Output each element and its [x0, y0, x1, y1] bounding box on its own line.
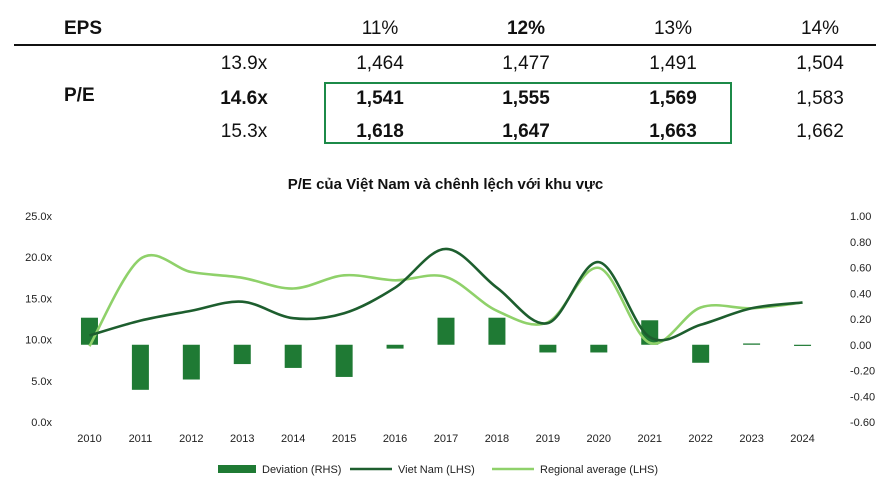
- deviation-bar: [794, 344, 812, 346]
- y-left-tick-label: 0.0x: [31, 417, 52, 429]
- table-cell: 1,491: [649, 53, 697, 74]
- x-tick-label: 2015: [332, 433, 356, 445]
- x-tick-label: 2018: [485, 433, 509, 445]
- legend-swatch-deviation: [218, 465, 256, 473]
- y-right-tick-label: 0.20: [850, 314, 871, 326]
- x-tick-label: 2012: [179, 433, 203, 445]
- deviation-bar: [284, 344, 302, 368]
- pe-label: P/E: [64, 85, 95, 106]
- growth-header: 12%: [506, 18, 546, 39]
- x-tick-label: 2022: [688, 433, 712, 445]
- y-right-tick-label: 0.00: [850, 340, 871, 352]
- table-cell: 1,662: [796, 121, 844, 142]
- x-tick-label: 2016: [383, 433, 407, 445]
- table-cell: 1,569: [649, 88, 697, 109]
- deviation-bar: [386, 344, 404, 349]
- table-cell: 1,464: [356, 53, 404, 74]
- legend-label-regional: Regional average (LHS): [540, 464, 658, 476]
- y-right-tick-label: -0.40: [850, 391, 875, 403]
- header-divider: [14, 44, 876, 46]
- x-tick-label: 2021: [637, 433, 661, 445]
- y-right-tick-label: -0.60: [850, 417, 875, 429]
- x-tick-label: 2019: [536, 433, 560, 445]
- y-right-tick-label: 0.60: [850, 263, 871, 275]
- deviation-bar: [692, 344, 710, 363]
- deviation-bar: [80, 317, 98, 345]
- regional-average-line: [88, 253, 803, 347]
- deviation-bar: [437, 317, 455, 345]
- x-tick-label: 2010: [77, 433, 101, 445]
- y-left-tick-label: 25.0x: [25, 211, 52, 223]
- legend-label-deviation: Deviation (RHS): [262, 464, 341, 476]
- deviation-bar: [182, 344, 200, 380]
- y-right-tick-label: 0.80: [850, 237, 871, 249]
- deviation-bar: [539, 344, 557, 353]
- y-right-tick-label: 0.40: [850, 288, 871, 300]
- table-cell: 1,618: [356, 121, 404, 142]
- pe-value: 15.3x: [220, 121, 268, 142]
- x-tick-label: 2023: [739, 433, 763, 445]
- vietnam-pe-line: [89, 247, 803, 342]
- table-cell: 1,555: [502, 88, 550, 109]
- growth-header: 13%: [653, 18, 693, 39]
- y-right-tick-label: -0.20: [850, 366, 875, 378]
- pe-eps-sensitivity-table: EPS 11% 12% 13% 14% P/E 13.9x 14.6x 15.3…: [14, 0, 876, 150]
- chart-title: P/E của Việt Nam và chênh lệch với khu v…: [287, 176, 604, 193]
- y-left-tick-label: 15.0x: [25, 293, 52, 305]
- table-cell: 1,504: [796, 53, 844, 74]
- x-tick-label: 2024: [790, 433, 814, 445]
- deviation-bar: [131, 344, 149, 390]
- table-cell: 1,477: [502, 53, 550, 74]
- growth-header: 11%: [361, 18, 399, 39]
- highlight-box: [324, 82, 732, 144]
- y-left-tick-label: 10.0x: [25, 335, 52, 347]
- pe-value: 14.6x: [220, 88, 268, 109]
- x-tick-label: 2020: [587, 433, 611, 445]
- legend-label-vietnam: Viet Nam (LHS): [398, 464, 475, 476]
- deviation-bar: [233, 344, 251, 365]
- deviation-bar: [488, 317, 506, 345]
- table-cell: 1,647: [502, 121, 550, 142]
- y-left-tick-label: 20.0x: [25, 252, 52, 264]
- x-tick-label: 2011: [129, 433, 153, 445]
- x-tick-label: 2017: [434, 433, 458, 445]
- table-cell: 1,583: [796, 88, 844, 109]
- deviation-bar: [590, 344, 608, 353]
- table-cell: 1,541: [356, 88, 404, 109]
- deviation-bar: [335, 344, 353, 377]
- x-tick-label: 2013: [230, 433, 254, 445]
- x-tick-label: 2014: [281, 433, 305, 445]
- growth-header: 14%: [800, 18, 840, 39]
- y-right-tick-label: 1.00: [850, 211, 871, 223]
- pe-value: 13.9x: [220, 53, 268, 74]
- y-left-tick-label: 5.0x: [31, 376, 52, 388]
- eps-label: EPS: [64, 18, 103, 39]
- table-cell: 1,663: [649, 121, 697, 142]
- deviation-bar: [743, 343, 761, 345]
